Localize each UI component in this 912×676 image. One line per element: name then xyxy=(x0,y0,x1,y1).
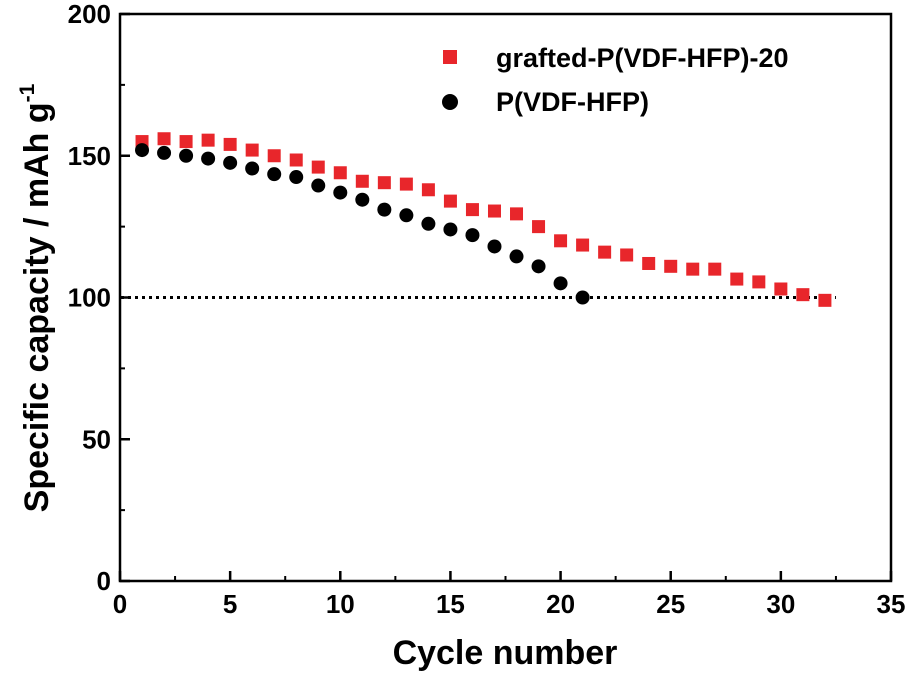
data-point-grafted xyxy=(421,183,435,197)
data-point-grafted xyxy=(245,143,259,157)
data-point-grafted xyxy=(487,204,501,218)
data-point-grafted xyxy=(796,288,810,302)
data-point-pvdf-hfp xyxy=(289,170,304,185)
data-point-grafted xyxy=(598,245,612,259)
data-point-grafted xyxy=(708,262,722,276)
y-tick-label: 100 xyxy=(68,283,111,313)
data-point-pvdf-hfp xyxy=(135,143,150,158)
y-axis-title: Specific capacity / mAh g-1 xyxy=(16,83,56,512)
data-point-grafted xyxy=(730,272,744,286)
data-point-pvdf-hfp xyxy=(553,276,568,291)
x-tick-label: 10 xyxy=(326,589,355,619)
series-grafted xyxy=(135,132,832,307)
data-point-grafted xyxy=(311,160,325,174)
x-tick-label: 5 xyxy=(223,589,237,619)
series-pvdf-hfp xyxy=(135,143,590,305)
data-point-pvdf-hfp xyxy=(245,161,260,176)
x-tick-label: 15 xyxy=(436,589,465,619)
data-point-grafted xyxy=(465,203,479,217)
data-point-pvdf-hfp xyxy=(223,155,238,170)
legend-marker-pvdf-hfp xyxy=(442,94,458,110)
legend-marker-grafted xyxy=(443,50,457,64)
data-point-pvdf-hfp xyxy=(311,178,326,193)
data-point-grafted xyxy=(620,248,634,262)
data-point-grafted xyxy=(157,132,171,146)
data-point-pvdf-hfp xyxy=(267,167,282,182)
data-point-grafted xyxy=(201,133,215,147)
data-point-grafted xyxy=(443,194,457,208)
data-point-grafted xyxy=(267,149,281,163)
x-axis-title: Cycle number xyxy=(393,634,618,672)
data-point-grafted xyxy=(223,137,237,151)
legend: grafted-P(VDF-HFP)-20 P(VDF-HFP) xyxy=(442,43,789,117)
y-tick-label: 50 xyxy=(82,424,111,454)
data-point-grafted xyxy=(333,166,347,180)
data-point-pvdf-hfp xyxy=(421,216,436,231)
x-tick-label: 25 xyxy=(656,589,685,619)
y-axis-title-main: Specific capacity / mAh g xyxy=(18,102,56,512)
series-layer xyxy=(135,132,832,307)
y-tick-label: 200 xyxy=(68,0,111,29)
data-point-grafted xyxy=(289,153,303,167)
y-tick-label: 0 xyxy=(97,566,111,596)
x-tick-label: 30 xyxy=(766,589,795,619)
data-point-grafted xyxy=(642,256,656,270)
data-point-pvdf-hfp xyxy=(509,249,524,264)
x-tick-label: 0 xyxy=(113,589,127,619)
data-point-pvdf-hfp xyxy=(179,148,194,163)
y-tick-label: 150 xyxy=(68,141,111,171)
data-point-grafted xyxy=(532,220,546,234)
y-axis-title-superscript: -1 xyxy=(16,83,39,102)
data-point-grafted xyxy=(752,275,766,289)
data-point-grafted xyxy=(510,207,524,221)
data-point-pvdf-hfp xyxy=(487,239,502,254)
data-point-pvdf-hfp xyxy=(355,192,370,207)
data-point-grafted xyxy=(399,177,413,191)
x-tick-label: 35 xyxy=(877,589,906,619)
data-point-pvdf-hfp xyxy=(443,222,458,237)
axis-ticks: 0 5 10 15 20 25 30 35 0 50 100 150 200 xyxy=(68,0,906,619)
data-point-grafted xyxy=(355,174,369,188)
data-point-pvdf-hfp xyxy=(399,208,414,223)
legend-label-grafted: grafted-P(VDF-HFP)-20 xyxy=(496,43,789,73)
data-point-grafted xyxy=(664,259,678,273)
data-point-pvdf-hfp xyxy=(157,145,172,160)
x-tick-label: 20 xyxy=(546,589,575,619)
data-point-pvdf-hfp xyxy=(575,290,590,305)
data-point-grafted xyxy=(179,135,193,149)
data-point-grafted xyxy=(576,238,590,252)
data-point-pvdf-hfp xyxy=(201,151,216,166)
data-point-grafted xyxy=(554,234,568,248)
data-point-pvdf-hfp xyxy=(333,185,348,200)
data-point-pvdf-hfp xyxy=(465,228,480,243)
data-point-grafted xyxy=(377,176,391,190)
data-point-grafted xyxy=(818,293,832,307)
data-point-pvdf-hfp xyxy=(531,259,546,274)
data-point-pvdf-hfp xyxy=(377,202,392,217)
data-point-grafted xyxy=(686,262,700,276)
data-point-grafted xyxy=(774,282,788,296)
legend-label-pvdf-hfp: P(VDF-HFP) xyxy=(496,87,649,117)
